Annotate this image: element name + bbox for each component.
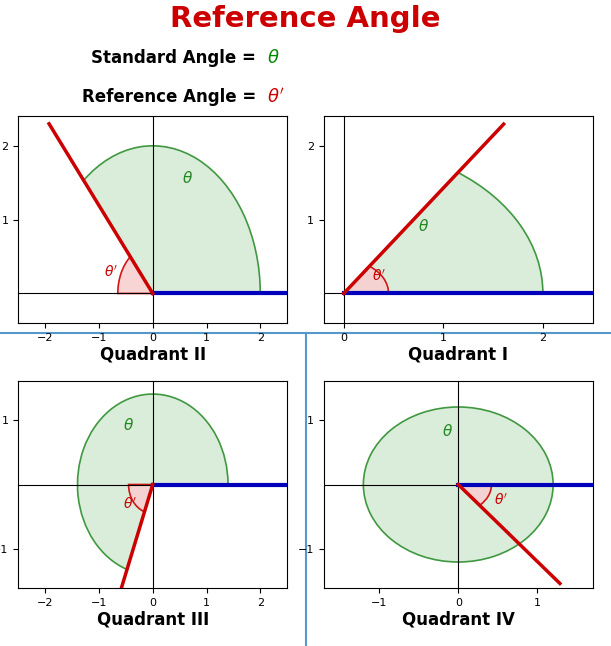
Wedge shape: [344, 266, 389, 293]
Wedge shape: [84, 146, 260, 293]
Text: Quadrant IV: Quadrant IV: [402, 610, 514, 629]
Wedge shape: [118, 256, 153, 293]
Text: Standard Angle =: Standard Angle =: [91, 49, 262, 67]
Text: Quadrant I: Quadrant I: [408, 346, 508, 364]
Wedge shape: [78, 394, 228, 570]
Text: $\theta'$: $\theta'$: [104, 265, 119, 280]
Text: $\theta'$: $\theta'$: [494, 493, 508, 508]
Text: $\theta$: $\theta$: [182, 170, 193, 186]
Text: $\theta'$: $\theta'$: [123, 497, 137, 512]
Text: Quadrant II: Quadrant II: [100, 346, 206, 364]
Text: Quadrant III: Quadrant III: [97, 610, 209, 629]
Text: $\theta'$: $\theta'$: [371, 269, 386, 284]
Wedge shape: [364, 407, 553, 562]
Text: Reference Angle =: Reference Angle =: [81, 89, 262, 107]
Wedge shape: [458, 484, 491, 505]
Text: Reference Angle: Reference Angle: [170, 5, 441, 33]
Text: $\theta$: $\theta$: [267, 49, 280, 67]
Wedge shape: [344, 172, 543, 293]
Text: $\theta$: $\theta$: [442, 423, 453, 439]
Wedge shape: [128, 484, 153, 512]
Text: $\theta$: $\theta$: [123, 417, 134, 433]
Text: $\theta$: $\theta$: [419, 218, 430, 234]
Text: $\theta'$: $\theta'$: [267, 88, 285, 107]
